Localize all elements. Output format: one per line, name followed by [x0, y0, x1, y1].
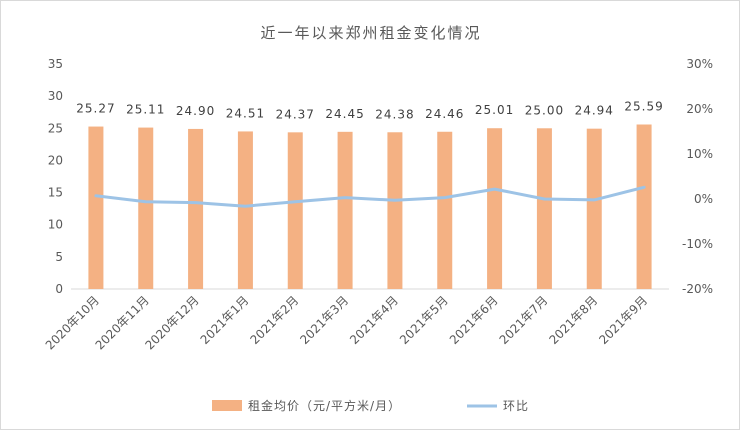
bar-data-labels: 25.27 25.11 24.90 24.51 24.37 24.45 24.38 24.46…: [76, 99, 663, 121]
mom-line-series: [94, 185, 646, 208]
bar: [536, 128, 552, 289]
x-tick-label: 2021年4月: [347, 293, 401, 347]
x-tick-label: 2021年2月: [247, 293, 301, 347]
x-tick-label: 2021年9月: [596, 293, 650, 347]
y-right-tick-label: 20%: [686, 102, 713, 116]
bar-data-label: 25.27: [76, 102, 115, 116]
y-left-tick-label: 5: [55, 250, 63, 264]
y-right-tick-label: -20%: [682, 282, 713, 296]
bar-data-label: 24.51: [226, 106, 265, 120]
y-left-tick-label: 20: [48, 153, 63, 167]
x-tick-label: 2020年12月: [142, 293, 201, 352]
bar-data-label: 24.38: [375, 107, 414, 121]
bar: [237, 131, 253, 289]
legend-bar-swatch: [212, 400, 242, 411]
y-axis-right: -20% -10% 0% 10% 20% 30%: [682, 57, 713, 296]
bar: [487, 128, 503, 289]
bar-data-label: 24.45: [325, 107, 364, 121]
y-left-tick-label: 0: [55, 282, 63, 296]
bar-data-label: 24.90: [176, 104, 215, 118]
y-axis-left: 0 5 10 15 20 25 30 35: [48, 57, 63, 296]
bar-data-label: 25.00: [525, 103, 564, 117]
y-left-tick-label: 30: [48, 89, 63, 103]
bar-series: [88, 124, 652, 289]
legend: 租金均价（元/平方米/月） 环比: [212, 398, 529, 413]
bar-data-label: 25.59: [624, 99, 663, 113]
y-right-tick-label: 10%: [686, 147, 713, 161]
bar: [437, 131, 453, 289]
x-tick-label: 2021年1月: [198, 293, 252, 347]
y-left-tick-label: 15: [48, 186, 63, 200]
bar-data-label: 25.11: [126, 103, 165, 117]
legend-line-label: 环比: [503, 399, 529, 413]
bar-data-label: 24.46: [425, 107, 464, 121]
bar: [188, 128, 204, 289]
x-tick-label: 2021年6月: [447, 293, 501, 347]
chart-title: 近一年以来郑州租金变化情况: [260, 24, 481, 42]
y-right-tick-label: -10%: [682, 237, 713, 251]
bar-data-label: 24.94: [575, 104, 614, 118]
x-tick-label: 2021年5月: [397, 293, 451, 347]
x-axis-tick-labels: 2020年10月2020年11月2020年12月2021年1月2021年2月20…: [43, 293, 650, 352]
bar-data-label: 25.01: [475, 103, 514, 117]
bar-data-label: 24.37: [276, 107, 315, 121]
y-right-tick-label: 0%: [694, 192, 713, 206]
bar: [138, 127, 154, 289]
bar: [586, 128, 602, 289]
y-right-tick-label: 30%: [686, 57, 713, 71]
y-left-tick-label: 10: [48, 218, 63, 232]
bar: [636, 124, 652, 289]
bar: [387, 132, 403, 289]
bar: [88, 126, 104, 289]
bar: [337, 131, 353, 289]
bar: [287, 132, 303, 289]
x-tick-label: 2021年7月: [497, 293, 551, 347]
x-tick-label: 2021年3月: [297, 293, 351, 347]
legend-bar-label: 租金均价（元/平方米/月）: [248, 398, 401, 413]
y-left-tick-label: 35: [48, 57, 63, 71]
y-left-tick-label: 25: [48, 121, 63, 135]
x-tick-label: 2021年8月: [546, 293, 600, 347]
